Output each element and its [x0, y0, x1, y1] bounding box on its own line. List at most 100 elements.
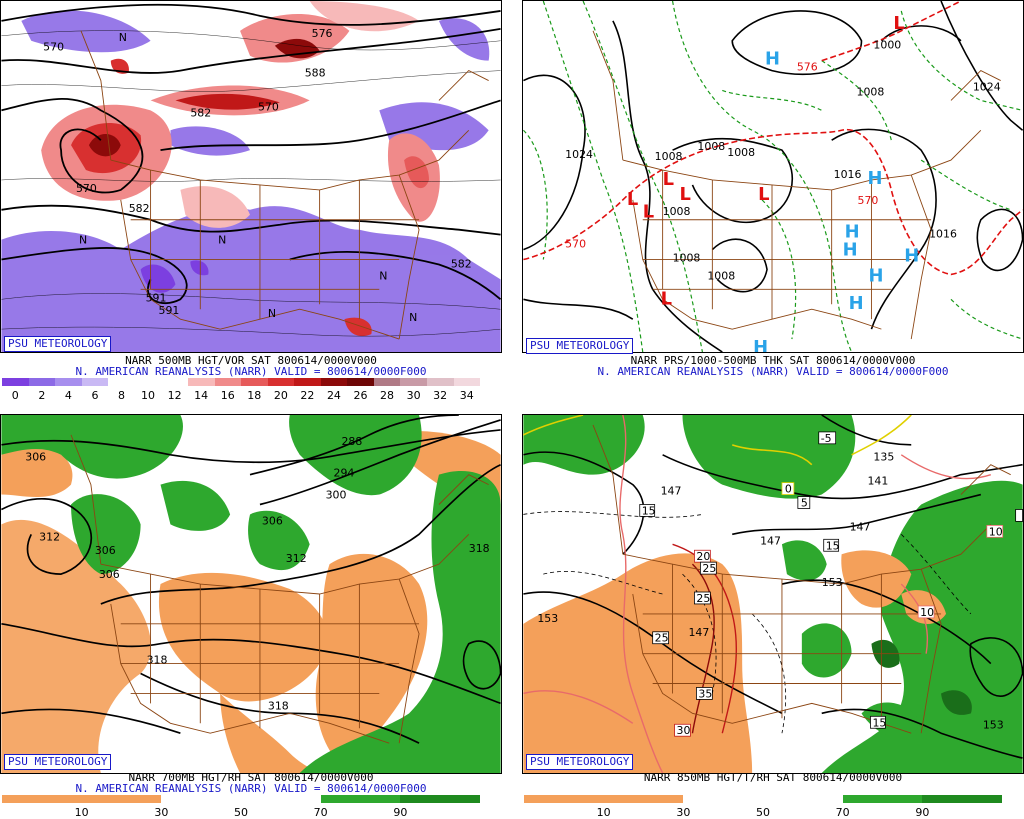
scale-tick-label: 2	[38, 389, 46, 402]
temp-label: 20	[696, 550, 710, 563]
caption-valid: N. AMERICAN REANALYSIS (NARR) VALID = 80…	[75, 365, 427, 378]
height-label: 141	[867, 475, 888, 488]
high-marker: H	[845, 222, 860, 243]
temp-label: 30	[677, 724, 691, 737]
scale-tick-label: 90	[393, 806, 408, 819]
height-label: 153	[822, 576, 843, 589]
low-marker: L	[758, 184, 769, 205]
scale-tick-label: 10	[74, 806, 89, 819]
high-marker: H	[849, 293, 864, 314]
scale-swatch	[267, 378, 295, 386]
temperature-yellow-isotherm	[523, 415, 912, 466]
height-label: 312	[39, 530, 60, 543]
low-marker: L	[643, 202, 654, 223]
low-marker: L	[893, 13, 904, 34]
map-700mb-rh: 306 312 306 306 288 294 300 306 312 318 …	[0, 414, 502, 774]
scale-tick-label: 0	[11, 389, 19, 402]
temp-label: 10	[989, 525, 1003, 538]
scale-tick-label: 70	[313, 806, 328, 819]
low-pressure-markers: L L L L L L L	[627, 13, 905, 309]
high-marker: H	[868, 265, 883, 286]
high-marker: H	[753, 337, 768, 353]
min-marker-n: N	[79, 234, 87, 247]
height-label: 312	[286, 552, 307, 565]
scale-swatch	[2, 378, 29, 386]
scale-swatch	[453, 378, 481, 386]
height-label: 294	[334, 467, 355, 480]
high-pressure-markers: H H H H H H H H	[753, 49, 919, 353]
min-marker-n: N	[218, 234, 226, 247]
scale-swatch	[161, 378, 188, 386]
height-label: 153	[983, 718, 1004, 731]
scale-tick-label: 10	[141, 389, 156, 402]
panel-700mb-rh: 306 312 306 306 288 294 300 306 312 318 …	[0, 414, 502, 819]
isobar-label: 1008	[655, 150, 683, 163]
thickness-label: 570	[565, 238, 586, 251]
panel-500mb-vorticity: 570 576 588 570 582 570 582 582 591 591 …	[0, 0, 502, 405]
psu-meteorology-badge: PSU METEOROLOGY	[4, 336, 112, 352]
min-marker-n: N	[119, 31, 127, 44]
scale-tick-label: 4	[64, 389, 72, 402]
scale-swatch	[134, 378, 162, 386]
height-label: 570	[43, 41, 64, 54]
scale-tick-label: 10	[596, 806, 611, 819]
isobar-label: 1008	[663, 205, 691, 218]
caption-product: NARR PRS/1000-500MB THK SAT 800614/0000V…	[630, 354, 916, 367]
scale-swatch	[400, 378, 427, 386]
caption-valid: N. AMERICAN REANALYSIS (NARR) VALID = 80…	[75, 782, 427, 795]
scale-tick-label: 18	[247, 389, 262, 402]
scale-swatch	[81, 378, 109, 386]
political-boundaries	[80, 30, 489, 340]
scale-tick-label: 30	[406, 389, 421, 402]
isobar-label: 1024	[565, 148, 593, 161]
thickness-570-contour	[523, 1, 1023, 276]
temperature-dashed	[523, 511, 972, 734]
height-label: 153	[537, 612, 558, 625]
height-label: 306	[99, 568, 120, 581]
thickness-label: 570	[858, 194, 879, 207]
low-marker: L	[680, 184, 691, 205]
high-marker: H	[867, 168, 882, 189]
scale-tick-label: 24	[326, 389, 341, 402]
high-marker: H	[765, 49, 780, 70]
political-boundaries	[592, 424, 1011, 734]
scale-tick-label: 28	[380, 389, 395, 402]
thickness-label: 576	[797, 61, 818, 74]
scale-swatch	[28, 378, 56, 386]
rh-color-scale	[2, 795, 481, 803]
scale-swatch	[108, 378, 135, 386]
caption-product: NARR 850MB HGT/T/RH SAT 800614/0000V000	[643, 771, 903, 784]
isobar-label: 1008	[727, 146, 755, 159]
temp-label: -5	[821, 432, 832, 445]
height-label: 288	[341, 435, 362, 448]
isobar-label: 1008	[673, 252, 701, 265]
political-boundaries	[70, 434, 489, 744]
scale-tick-label: 6	[91, 389, 99, 402]
scale-swatch	[294, 378, 321, 386]
scale-tick-label: 70	[835, 806, 850, 819]
scale-swatch	[347, 378, 374, 386]
temp-label: 15	[872, 716, 886, 729]
height-label: 306	[262, 514, 283, 527]
height-label: 570	[258, 100, 279, 113]
temp-label: 0	[785, 483, 792, 496]
height-label: 318	[147, 654, 168, 667]
temp-label: 10	[920, 606, 934, 619]
height-label: 318	[268, 699, 289, 712]
thickness-contours	[523, 1, 1023, 352]
height-label: 591	[146, 291, 167, 304]
isobar-label: 1008	[857, 85, 885, 98]
isobars	[523, 1, 1023, 352]
scale-tick-label: 34	[459, 389, 474, 402]
height-label: 318	[469, 542, 490, 555]
map-500mb-vorticity: 570 576 588 570 582 570 582 582 591 591 …	[0, 0, 502, 353]
scale-swatch	[187, 378, 215, 386]
caption-product: NARR 700MB HGT/RH SAT 800614/0000V000	[128, 771, 374, 784]
high-marker: H	[904, 246, 919, 267]
height-label: 570	[76, 182, 97, 195]
high-marker: H	[843, 240, 858, 261]
temperature-boxed-labels: 15 15 15 5 -5 0 20 25 25 25 35 30 10 10	[639, 431, 1023, 737]
scale-tick-label: 50	[756, 806, 770, 819]
map-pressure-thickness: 1024 1008 1008 1008 1008 1008 1008 1016 …	[522, 0, 1024, 353]
height-label: 591	[159, 304, 180, 317]
